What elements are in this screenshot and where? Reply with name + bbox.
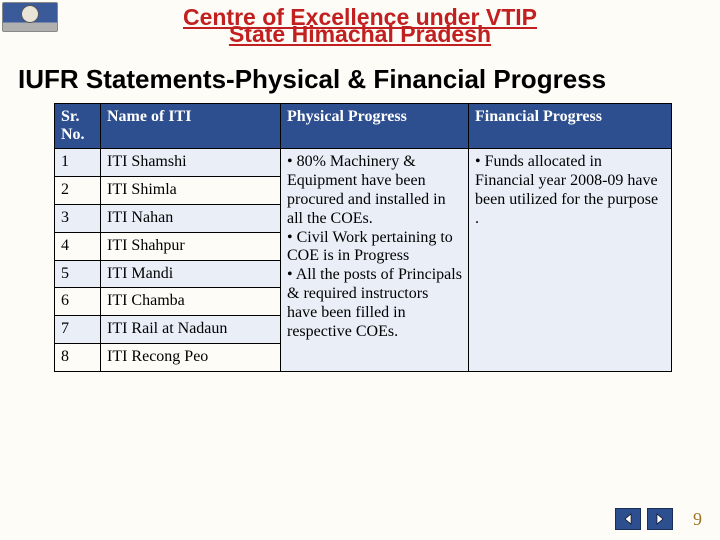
- progress-table-wrap: Sr. No. Name of ITI Physical Progress Fi…: [54, 103, 672, 372]
- cell-sr: 7: [55, 316, 101, 344]
- slide-title-block: Centre of Excellence under VTIP State Hi…: [0, 0, 720, 46]
- cell-name: ITI Shahpur: [101, 232, 281, 260]
- page-number: 9: [693, 509, 702, 530]
- cell-sr: 5: [55, 260, 101, 288]
- cell-name: ITI Shamshi: [101, 149, 281, 177]
- cell-sr: 1: [55, 149, 101, 177]
- th-name: Name of ITI: [101, 104, 281, 149]
- cell-sr: 2: [55, 176, 101, 204]
- cell-name: ITI Rail at Nadaun: [101, 316, 281, 344]
- chevron-right-icon: [653, 512, 667, 526]
- cell-physical-progress: • 80% Machinery & Equipment have been pr…: [281, 149, 469, 372]
- table-row: 1 ITI Shamshi • 80% Machinery & Equipmen…: [55, 149, 672, 177]
- chevron-left-icon: [621, 512, 635, 526]
- prev-slide-button[interactable]: [615, 508, 641, 530]
- th-sr: Sr. No.: [55, 104, 101, 149]
- cell-sr: 8: [55, 344, 101, 372]
- cell-name: ITI Chamba: [101, 288, 281, 316]
- cell-name: ITI Recong Peo: [101, 344, 281, 372]
- cell-sr: 3: [55, 204, 101, 232]
- th-financial: Financial Progress: [469, 104, 672, 149]
- cell-sr: 6: [55, 288, 101, 316]
- next-slide-button[interactable]: [647, 508, 673, 530]
- cell-sr: 4: [55, 232, 101, 260]
- slide-subtitle: IUFR Statements-Physical & Financial Pro…: [18, 64, 702, 95]
- logo-emblem: [21, 5, 39, 23]
- slide-footer: 9: [615, 508, 702, 530]
- cell-name: ITI Nahan: [101, 204, 281, 232]
- progress-table: Sr. No. Name of ITI Physical Progress Fi…: [54, 103, 672, 372]
- cell-name: ITI Mandi: [101, 260, 281, 288]
- cell-name: ITI Shimla: [101, 176, 281, 204]
- title-line-2: State Himachal Pradesh: [0, 23, 720, 46]
- th-physical: Physical Progress: [281, 104, 469, 149]
- cell-financial-progress: • Funds allocated in Financial year 2008…: [469, 149, 672, 372]
- state-logo: [2, 2, 58, 32]
- table-header-row: Sr. No. Name of ITI Physical Progress Fi…: [55, 104, 672, 149]
